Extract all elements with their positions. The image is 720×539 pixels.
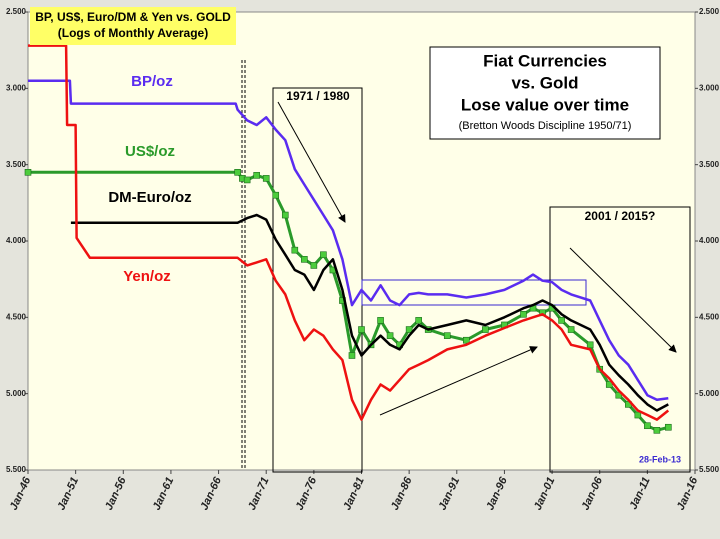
chart-subtitle: (Logs of Monthly Average) (58, 26, 208, 40)
x-tick-label: Jan-81 (341, 475, 367, 512)
x-tick-label: Jan-06 (579, 475, 605, 512)
series-marker (377, 317, 384, 324)
y-tick-label: 4.000 (6, 236, 27, 245)
series-marker (243, 176, 251, 184)
y2-tick-label: 5.500 (699, 465, 720, 474)
series-marker (634, 411, 642, 419)
series-marker (482, 326, 489, 333)
chart-title: BP, US$, Euro/DM & Yen vs. GOLD (35, 10, 231, 24)
x-tick-label: Jan-91 (437, 475, 463, 512)
x-tick-label: Jan-96 (484, 475, 510, 512)
arrow (379, 346, 538, 416)
note-line: vs. Gold (511, 73, 578, 92)
period-label: 2001 / 2015? (585, 209, 656, 223)
arrow (569, 247, 677, 353)
x-tick-label: Jan-66 (198, 475, 224, 512)
series-marker (320, 251, 327, 259)
series-marker (348, 352, 356, 359)
period-label: 1971 / 1980 (286, 89, 350, 103)
series-marker (665, 423, 672, 431)
x-tick-label: Jan-11 (627, 475, 652, 511)
series-marker (301, 256, 308, 263)
y2-tick-label: 3.000 (699, 83, 720, 92)
series-group (24, 44, 672, 434)
y-tick-label: 5.500 (6, 465, 27, 474)
series-marker (253, 172, 260, 179)
y2-tick-label: 4.500 (699, 312, 720, 321)
x-tick-label: Jan-86 (389, 475, 415, 512)
note-box (429, 46, 661, 140)
series-marker (443, 332, 451, 339)
series-marker (558, 317, 565, 324)
series-line (28, 44, 670, 421)
series-marker (234, 169, 241, 176)
series-marker (281, 211, 289, 219)
series-marker (605, 381, 613, 388)
note-title: Fiat Currencies (483, 51, 607, 70)
period-box (549, 206, 691, 473)
x-tick-label: Jan-76 (294, 475, 320, 512)
series-line (70, 213, 669, 412)
x-tick-label: Jan-46 (8, 475, 34, 512)
y2-tick-label: 4.000 (699, 236, 720, 245)
title-box (30, 7, 236, 45)
y-tick-label: 2.500 (6, 7, 27, 16)
series-label: US$/oz (125, 143, 175, 160)
series-line (28, 79, 669, 402)
series-label: BP/oz (131, 73, 173, 90)
y-tick-label: 5.000 (6, 389, 27, 398)
note-line: Lose value over time (461, 95, 629, 114)
y2-tick-label: 5.000 (699, 389, 720, 398)
series-marker (653, 427, 661, 434)
x-tick-label: Jan-51 (55, 475, 81, 512)
series-marker (567, 326, 575, 333)
x-tick-label: Jan-71 (246, 475, 272, 512)
y2-tick-label: 3.500 (699, 160, 720, 169)
series-marker (386, 332, 394, 339)
series-marker (586, 341, 594, 349)
series-marker (310, 262, 318, 269)
series-marker (644, 422, 651, 430)
y-tick-label: 3.500 (6, 160, 27, 169)
series-marker (405, 326, 413, 333)
series-label: Yen/oz (123, 268, 171, 285)
x-tick-label: Jan-01 (532, 475, 558, 512)
series-marker (358, 326, 365, 333)
series-marker (24, 169, 32, 176)
x-tick-label: Jan-61 (151, 475, 177, 512)
series-marker (520, 310, 527, 318)
series-label: DM-Euro/oz (108, 189, 191, 206)
series-marker (262, 175, 270, 182)
date-label: 28-Feb-13 (639, 454, 681, 464)
note-text: (Bretton Woods Discipline 1950/71) (459, 120, 632, 132)
x-tick-label: Jan-56 (103, 475, 129, 512)
series-marker (463, 336, 470, 344)
y2-tick-label: 2.500 (699, 7, 720, 16)
series-marker (415, 317, 422, 324)
range-box (361, 279, 587, 306)
series-marker (291, 246, 299, 254)
x-tick-label: Jan-16 (675, 475, 701, 512)
y-tick-label: 3.000 (6, 83, 27, 92)
series-marker (272, 191, 280, 199)
y-tick-label: 4.500 (6, 312, 27, 321)
arrow (277, 101, 346, 223)
